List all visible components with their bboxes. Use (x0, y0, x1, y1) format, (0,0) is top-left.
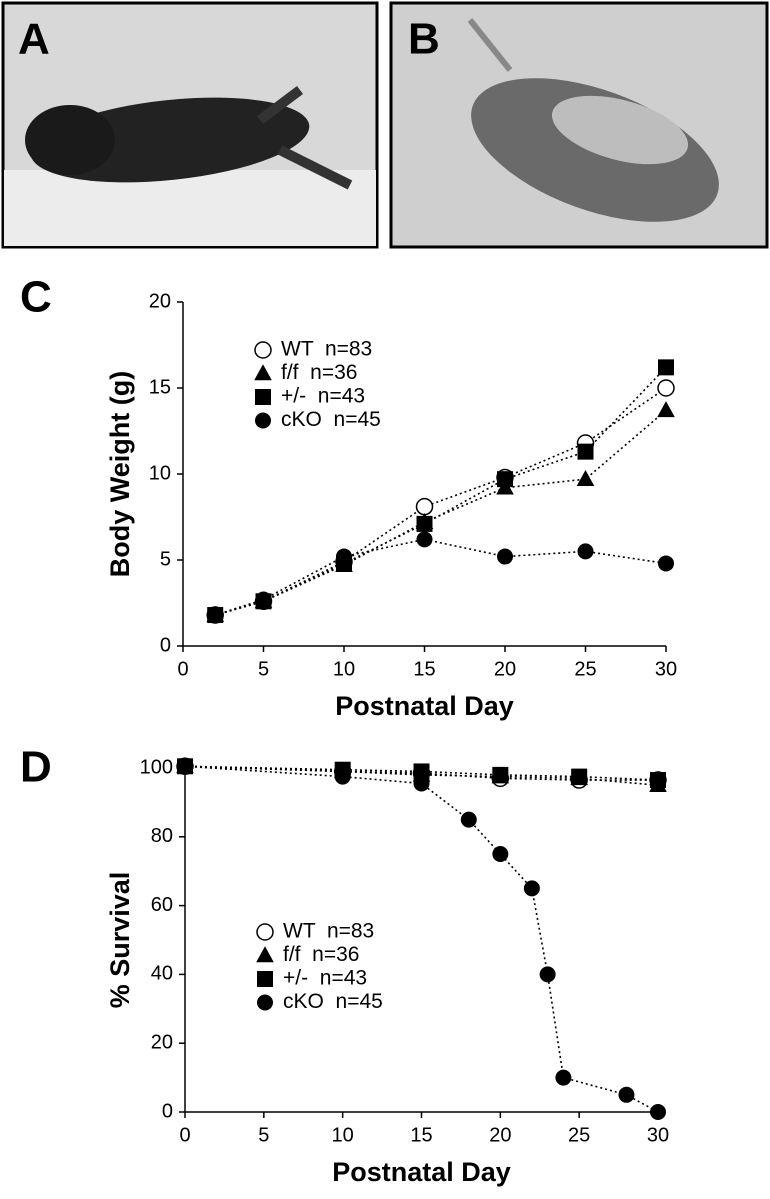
legend-marker (254, 364, 272, 381)
legend-marker (256, 946, 274, 963)
legend-marker (257, 994, 273, 1011)
data-point (555, 1069, 572, 1086)
y-tick-label: 100 (140, 756, 173, 778)
panel-label: B (408, 15, 440, 64)
data-point (658, 555, 674, 572)
x-tick-label: 0 (179, 1124, 190, 1146)
data-point (416, 515, 433, 532)
x-tick-label: 10 (333, 658, 355, 680)
data-point (539, 966, 556, 983)
legend-label: cKO n=45 (281, 408, 381, 431)
data-point (577, 443, 594, 460)
legend-marker (254, 341, 272, 359)
panel-label: D (20, 743, 52, 792)
x-tick-label: 30 (647, 1124, 669, 1146)
legend-label: f/f n=36 (281, 361, 357, 384)
legend-label: +/- n=43 (283, 967, 367, 990)
legend-label: WT n=83 (283, 920, 374, 943)
series-line (214, 409, 667, 616)
data-point (576, 469, 595, 486)
y-tick-label: 80 (151, 825, 173, 847)
y-tick-label: 20 (149, 290, 171, 312)
y-tick-label: 5 (160, 548, 171, 570)
legend-marker (255, 389, 271, 405)
panel-label: A (18, 15, 50, 64)
y-tick-label: 40 (151, 963, 173, 985)
data-point (650, 772, 666, 789)
y-tick-label: 15 (149, 376, 171, 398)
legend-marker (255, 412, 271, 429)
data-point (460, 811, 477, 828)
series-line (184, 765, 659, 1113)
legend-label: f/f n=36 (283, 943, 359, 966)
data-point (618, 1086, 635, 1103)
y-axis-title: Body Weight (g) (105, 371, 135, 577)
series-line (214, 538, 667, 616)
y-tick-label: 10 (149, 462, 171, 484)
x-tick-label: 0 (177, 658, 188, 680)
data-point (177, 758, 193, 775)
legend-label: WT n=83 (281, 338, 372, 361)
x-tick-label: 30 (655, 658, 677, 680)
data-point (413, 763, 430, 780)
data-point (492, 846, 509, 862)
data-point (497, 548, 513, 565)
photo-b (389, 1, 769, 249)
x-tick-label: 20 (489, 1124, 511, 1146)
data-point (657, 401, 675, 418)
x-tick-label: 25 (568, 1124, 590, 1146)
data-point (492, 766, 509, 783)
data-point (334, 768, 351, 785)
x-tick-label: 5 (258, 658, 269, 680)
x-tick-label: 15 (410, 1124, 432, 1146)
data-point (413, 775, 430, 792)
data-point (207, 607, 224, 624)
photo-a (1, 1, 379, 249)
x-tick-label: 20 (494, 658, 516, 680)
data-point (416, 531, 433, 548)
y-tick-label: 0 (162, 1100, 173, 1122)
y-axis-title: % Survival (105, 872, 135, 1009)
data-point (415, 497, 434, 516)
x-tick-label: 10 (332, 1124, 354, 1146)
series-line (184, 765, 659, 781)
x-axis-title: Postnatal Day (335, 691, 514, 721)
y-tick-label: 0 (160, 634, 171, 656)
x-tick-label: 25 (574, 658, 596, 680)
data-point (497, 471, 513, 488)
data-point (577, 543, 594, 560)
data-point (658, 359, 674, 376)
legend-label: cKO n=45 (283, 990, 383, 1013)
y-tick-label: 20 (151, 1031, 173, 1053)
x-tick-label: 5 (258, 1124, 269, 1146)
data-point (523, 880, 540, 897)
x-axis-title: Postnatal Day (332, 1157, 511, 1187)
data-point (255, 591, 272, 608)
x-tick-label: 15 (413, 658, 435, 680)
series-line (184, 765, 659, 786)
legend-label: +/- n=43 (281, 385, 365, 408)
data-point (336, 548, 352, 565)
panel-label: C (20, 273, 52, 322)
legend-marker (256, 923, 274, 941)
y-tick-label: 60 (151, 894, 173, 916)
data-point (657, 379, 675, 397)
data-point (650, 1104, 666, 1120)
data-point (571, 768, 588, 785)
legend-marker (257, 971, 273, 987)
